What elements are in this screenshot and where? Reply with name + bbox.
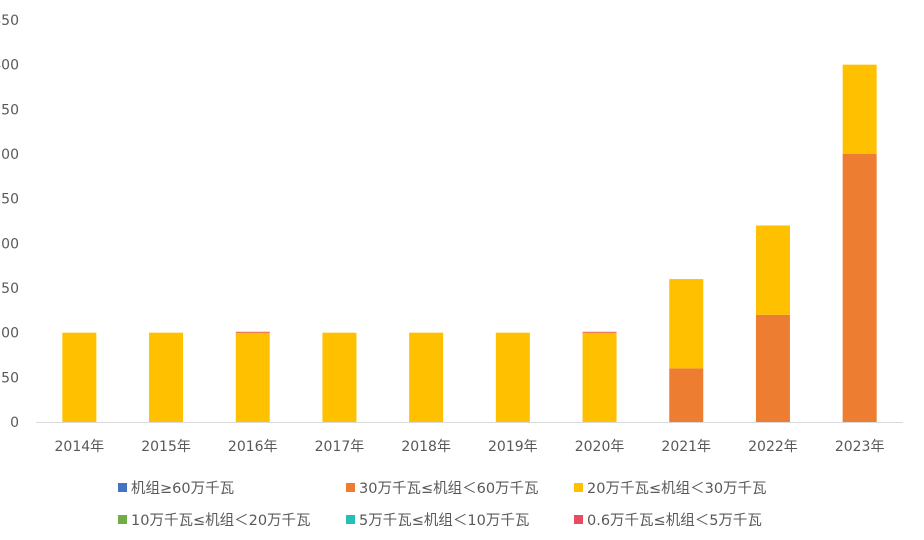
bar-segment	[755, 314, 790, 422]
bar-segment	[582, 331, 617, 333]
x-tick-label: 2017年	[315, 439, 365, 455]
x-tick-label: 2019年	[488, 439, 538, 455]
y-tick-label: 250	[0, 192, 19, 208]
x-tick-label: 2020年	[575, 439, 625, 455]
x-tick-label: 2014年	[55, 439, 105, 455]
x-tick-label: 2018年	[401, 439, 451, 455]
y-tick-label: 200	[0, 236, 19, 252]
y-tick-label: 50	[1, 370, 19, 386]
y-tick-label: 0	[10, 415, 19, 431]
x-tick-label: 2023年	[835, 439, 885, 455]
x-tick-label: 2015年	[141, 439, 191, 455]
bar-segment	[235, 331, 270, 333]
bar-segment	[62, 332, 97, 422]
bar-segment	[842, 154, 877, 422]
bar-segment	[582, 332, 617, 422]
bar-segment	[669, 279, 704, 369]
bar-segment	[322, 332, 357, 422]
bar-segment	[235, 332, 270, 422]
y-tick-label: 100	[0, 326, 19, 342]
bar-segment	[669, 368, 704, 422]
y-tick-label: 350	[0, 102, 19, 118]
bar-segment	[755, 225, 790, 315]
y-tick-label: 150	[0, 281, 19, 297]
bar-segment	[495, 332, 530, 422]
x-tick-label: 2016年	[228, 439, 278, 455]
x-tick-label: 2022年	[748, 439, 798, 455]
bar-segment	[842, 64, 877, 154]
y-tick-label: 300	[0, 147, 19, 163]
x-tick-label: 2021年	[661, 439, 711, 455]
y-tick-label: 450	[0, 13, 19, 29]
y-tick-label: 400	[0, 58, 19, 74]
bar-segment	[409, 332, 444, 422]
bar-segment	[149, 332, 184, 422]
